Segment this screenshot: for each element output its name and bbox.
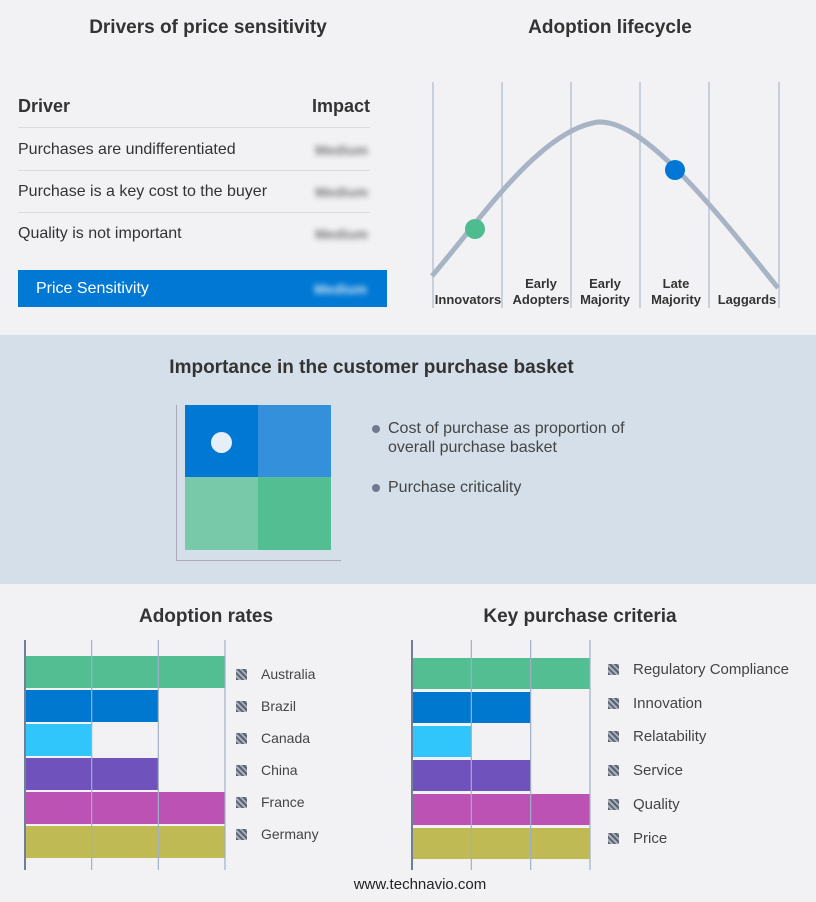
legend-item: Brazil	[236, 698, 296, 714]
basket-legend-item: Purchase criticality	[372, 479, 521, 497]
legend-item: Quality	[608, 796, 680, 813]
legend-label: Germany	[261, 826, 319, 842]
stage-label: Adopters	[512, 292, 569, 307]
drivers-title: Drivers of price sensitivity	[89, 17, 327, 38]
legend-label: Price	[633, 829, 668, 847]
impact-value: Medium	[315, 183, 368, 200]
legend-swatch-icon	[236, 668, 247, 680]
impact-value: Medium	[315, 226, 368, 242]
legend-swatch-icon	[236, 828, 247, 840]
legend-label: Quality	[633, 795, 680, 813]
legend-item: Canada	[236, 730, 310, 746]
summary-label: Price Sensitivity	[36, 279, 149, 297]
late-majority-marker	[665, 160, 685, 180]
legend-swatch-icon	[236, 700, 247, 712]
driver-text: Purchase is a key cost to the buyer	[18, 182, 268, 200]
legend-item: Germany	[236, 826, 319, 842]
matrix-cell	[258, 405, 331, 477]
legend-label: France	[261, 794, 305, 810]
adoption-rates-title: Adoption rates	[138, 606, 274, 627]
legend-label: Innovation	[633, 694, 703, 712]
legend-swatch-icon	[236, 732, 247, 744]
stage-label: Majority	[580, 292, 631, 307]
matrix-cell	[185, 477, 258, 550]
basket-matrix	[176, 405, 341, 561]
summary-impact: Medium	[314, 280, 367, 297]
legend-swatch-icon	[608, 664, 619, 675]
legend-label: Service	[633, 762, 684, 780]
bar-germany	[25, 826, 225, 858]
legend-label: Brazil	[261, 698, 297, 714]
basket-section: Importance in the customer purchase bask…	[0, 335, 816, 584]
table-row: Purchase is a key cost to the buyer Mediu…	[18, 171, 370, 213]
stage-label: Laggards	[718, 292, 777, 307]
legend-swatch-icon	[608, 832, 619, 844]
legend-item: France	[236, 794, 305, 810]
legend-item: Service	[608, 762, 683, 779]
kpc-chart	[411, 640, 591, 870]
legend-label: Australia	[261, 666, 316, 682]
legend-item: Innovation	[608, 695, 702, 712]
legend-label: Canada	[261, 730, 311, 746]
legend-item: Relatability	[608, 728, 706, 745]
legend-swatch-icon	[608, 765, 619, 777]
legend-swatch-icon	[608, 731, 619, 743]
adoption-rates-chart	[24, 640, 226, 870]
driver-text: Purchases are undifferentiated	[18, 140, 236, 158]
legend-item: Regulatory Compliance	[608, 661, 789, 678]
col-driver: Driver	[18, 96, 71, 116]
legend-label: China	[261, 762, 298, 778]
driver-text: Quality is not important	[18, 225, 182, 242]
drivers-header: Driver Impact	[18, 86, 370, 128]
legend-item: Australia	[236, 666, 315, 682]
matrix-cell	[258, 477, 331, 550]
bar-price	[412, 828, 590, 859]
bar-australia	[25, 656, 225, 688]
legend-item: Price	[608, 830, 667, 847]
bar-relatability	[412, 726, 472, 757]
impact-value: Medium	[315, 141, 368, 158]
adoption-curve	[430, 119, 780, 290]
stage-label: Early	[525, 276, 558, 291]
bar-regulatory-compliance	[412, 658, 590, 689]
price-sensitivity-summary: Price Sensitivity Medium	[18, 270, 387, 307]
lifecycle-title: Adoption lifecycle	[528, 17, 692, 38]
stage-label: Innovators	[435, 292, 501, 307]
bar-france	[25, 792, 225, 824]
table-row: Purchases are undifferentiated Medium	[18, 129, 370, 171]
innovators-marker	[465, 219, 485, 239]
stage-label: Early	[589, 276, 622, 291]
basket-title: Importance in the customer purchase bask…	[169, 357, 574, 378]
position-marker	[211, 432, 232, 453]
legend-swatch-icon	[236, 796, 247, 808]
kpc-title: Key purchase criteria	[483, 606, 677, 627]
footer-url: www.technavio.com	[353, 876, 487, 893]
stage-label: Late	[663, 276, 690, 291]
legend-label: Relatability	[633, 728, 707, 746]
legend-swatch-icon	[236, 764, 247, 776]
bar-quality	[412, 794, 590, 825]
legend-swatch-icon	[608, 798, 619, 810]
basket-legend-item: Cost of purchase as proportion of overal…	[372, 419, 642, 457]
col-impact: Impact	[311, 96, 370, 116]
bar-canada	[25, 724, 92, 756]
legend-swatch-icon	[608, 697, 619, 709]
legend-item: China	[236, 762, 298, 778]
stage-label: Majority	[651, 292, 702, 307]
table-row: Quality is not important Medium	[18, 213, 370, 255]
legend-label: Regulatory Compliance	[633, 661, 789, 678]
